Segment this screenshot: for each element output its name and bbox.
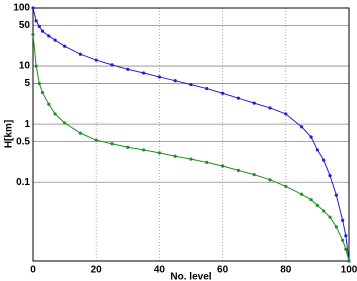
point — [344, 247, 348, 251]
y-tick-label: 0.1 — [16, 177, 30, 188]
point — [110, 142, 114, 146]
point — [309, 135, 313, 139]
point — [341, 218, 345, 223]
x-tick-label: 60 — [217, 265, 229, 276]
point — [268, 106, 272, 110]
point — [341, 238, 345, 242]
point — [236, 96, 240, 100]
y-tick-label: 0.5 — [16, 136, 30, 147]
point — [78, 52, 82, 56]
point — [205, 160, 209, 164]
point — [328, 215, 332, 219]
point — [37, 24, 41, 29]
point — [40, 90, 45, 95]
point — [40, 29, 45, 33]
point — [309, 198, 313, 202]
point — [322, 209, 326, 213]
point — [94, 58, 98, 62]
x-tick-label: 40 — [154, 265, 166, 276]
point — [110, 63, 114, 67]
point — [31, 32, 35, 37]
x-tick-label: 100 — [341, 265, 357, 276]
point — [236, 168, 240, 172]
point — [173, 154, 177, 158]
point — [63, 121, 67, 125]
point — [63, 44, 67, 48]
plot-frame — [32, 7, 350, 262]
point — [315, 148, 319, 152]
point — [189, 157, 193, 161]
x-axis-label: No. level — [170, 272, 211, 281]
y-tick-label: 50 — [19, 20, 31, 31]
point — [157, 75, 161, 79]
point — [34, 64, 38, 68]
point — [334, 225, 338, 229]
point — [344, 234, 348, 238]
point — [347, 259, 351, 263]
point — [284, 112, 288, 116]
point — [221, 164, 225, 168]
point — [126, 145, 130, 149]
point — [221, 91, 225, 95]
x-tick-label: 0 — [30, 265, 36, 276]
point — [53, 38, 57, 42]
point — [126, 67, 130, 71]
point — [252, 101, 256, 105]
x-tick-label: 20 — [91, 265, 103, 276]
y-axis-label: H[km] — [4, 120, 15, 148]
point — [157, 151, 161, 155]
point — [205, 86, 209, 91]
y-tick-label: 5 — [24, 78, 30, 89]
point — [268, 178, 272, 182]
point — [315, 203, 319, 207]
point — [47, 102, 51, 106]
point — [142, 148, 146, 152]
point — [252, 173, 256, 177]
point — [173, 79, 177, 83]
point — [334, 193, 338, 197]
point — [47, 34, 51, 38]
point — [31, 6, 35, 10]
y-tick-label: 1 — [24, 119, 30, 130]
x-tick-label: 80 — [280, 265, 292, 276]
point — [142, 71, 146, 75]
point — [300, 192, 304, 196]
point — [189, 82, 193, 87]
point — [322, 158, 326, 162]
y-tick-label: 10 — [19, 61, 31, 72]
y-tick-label: 100 — [13, 3, 30, 14]
point — [78, 131, 82, 135]
point — [328, 174, 332, 178]
plot-area — [33, 8, 349, 261]
point — [94, 138, 98, 142]
point — [300, 125, 304, 129]
point — [284, 184, 288, 188]
point — [53, 112, 57, 116]
point — [34, 19, 38, 23]
point — [37, 81, 41, 86]
